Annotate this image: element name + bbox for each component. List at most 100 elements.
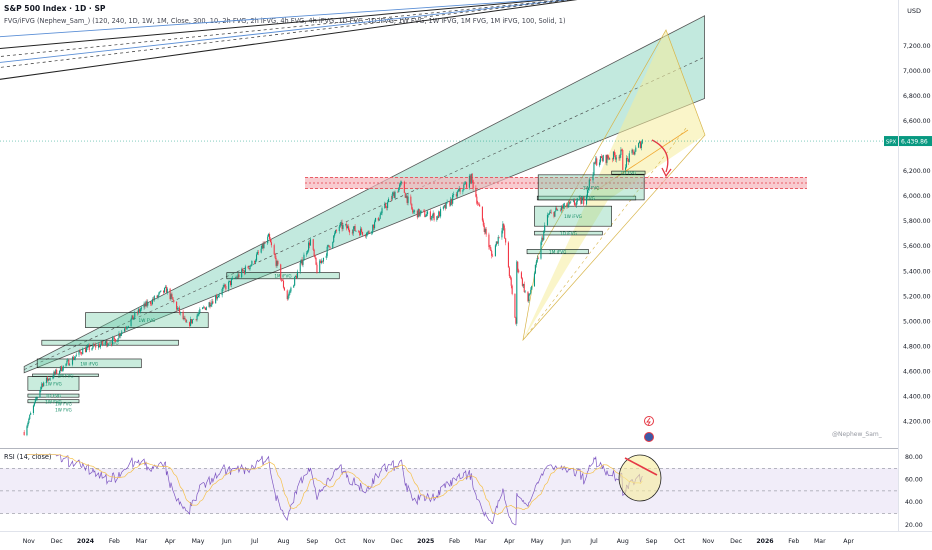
- candle-body: [553, 212, 555, 217]
- candle-body: [327, 245, 329, 247]
- candle-body: [367, 231, 369, 233]
- candle-body: [595, 158, 597, 164]
- candle-body: [237, 274, 239, 278]
- candle-body: [483, 225, 485, 232]
- candle-body: [290, 287, 292, 292]
- candle-body: [378, 218, 380, 221]
- candle-body: [255, 254, 258, 261]
- fvg-label: 1M FVG: [57, 373, 73, 378]
- rsi-pane[interactable]: [0, 454, 898, 526]
- candle-body: [173, 300, 175, 302]
- candle-body: [613, 151, 615, 156]
- candle-body: [572, 200, 575, 202]
- candle-body: [641, 139, 643, 144]
- candle-body: [423, 210, 425, 212]
- candle-body: [87, 345, 89, 347]
- candle-body: [215, 295, 217, 304]
- candle-body: [39, 390, 41, 398]
- down-arrow: [651, 139, 669, 173]
- candle-body: [321, 260, 324, 262]
- price-tag-value-bg: [899, 136, 932, 147]
- x-tick-label: Nov: [702, 538, 714, 545]
- candle-body: [88, 345, 90, 351]
- candle-body: [419, 212, 421, 216]
- candle-body: [516, 261, 518, 324]
- fvg-label: 1W iFVG: [80, 361, 98, 366]
- candle-body: [372, 224, 374, 232]
- candle-body: [627, 158, 629, 162]
- candle-body: [134, 312, 136, 318]
- candle-body: [91, 348, 93, 351]
- long-trendline: [0, 0, 571, 68]
- candle-body: [560, 205, 562, 211]
- candle-body: [531, 286, 533, 290]
- candle-body: [257, 252, 259, 253]
- candle-body: [203, 307, 206, 308]
- y-tick-label: 5,800.00: [903, 218, 931, 225]
- candle-body: [319, 260, 321, 273]
- candle-body: [640, 143, 642, 149]
- candle-body: [381, 208, 383, 214]
- candle-body: [192, 319, 194, 320]
- candle-body: [619, 154, 621, 159]
- candle-body: [276, 261, 278, 266]
- candle-body: [127, 325, 129, 328]
- rsi-title[interactable]: RSI (14, close): [4, 453, 52, 461]
- x-tick-label: Nov: [363, 538, 375, 545]
- candle-body: [481, 206, 483, 221]
- candle-body: [437, 216, 439, 218]
- candle-body: [484, 228, 486, 232]
- candle-body: [498, 236, 500, 238]
- plot-background: [0, 0, 932, 532]
- x-tick-label: Apr: [165, 538, 176, 545]
- indicator-legend[interactable]: FVG/iFVG (Nephew_Sam_) (120, 240, 1D, 1W…: [4, 17, 566, 25]
- candle-body: [359, 231, 361, 236]
- candle-body: [520, 272, 522, 279]
- candle-body: [453, 194, 455, 196]
- candle-body: [242, 269, 244, 272]
- y-tick-label: 5,400.00: [903, 268, 931, 275]
- candle-body: [333, 235, 335, 243]
- candle-body: [601, 158, 603, 161]
- candle-body: [172, 297, 174, 301]
- candle-body: [607, 154, 609, 159]
- x-tick-label: Apr: [843, 538, 854, 545]
- candle-body: [147, 301, 149, 306]
- candle-body: [608, 158, 610, 160]
- candle-body: [583, 197, 585, 205]
- candle-body: [515, 317, 517, 324]
- candle-body: [612, 151, 615, 160]
- candle-body: [436, 216, 438, 221]
- candle-body: [293, 285, 295, 288]
- candle-body: [638, 143, 640, 148]
- candle-body: [74, 356, 76, 359]
- candle-body: [377, 217, 379, 221]
- candle-body: [186, 322, 188, 323]
- candle-body: [563, 203, 565, 207]
- fvg-zone: [27, 393, 80, 398]
- candle-body: [280, 264, 282, 280]
- candle-body: [456, 191, 458, 197]
- candle-body: [570, 201, 572, 203]
- candle-body: [326, 246, 328, 256]
- candle-body: [592, 174, 594, 181]
- long-trendline: [0, 0, 564, 57]
- long-trendline: [0, 0, 569, 63]
- candle-body: [361, 231, 364, 235]
- fvg-label: 1M iFVG: [549, 250, 566, 255]
- candle-body: [45, 377, 48, 383]
- candle-body: [314, 255, 316, 258]
- candle-body: [332, 242, 334, 248]
- candle-body: [98, 344, 101, 348]
- candle-body: [488, 234, 490, 248]
- candle-body: [182, 311, 184, 319]
- candle-body: [55, 369, 57, 374]
- candle-body: [345, 224, 347, 226]
- x-tick-label: Jul: [250, 538, 259, 545]
- candle-body: [385, 203, 387, 208]
- candle-body: [534, 264, 536, 274]
- candle-body: [35, 398, 37, 400]
- candle-body: [184, 317, 186, 320]
